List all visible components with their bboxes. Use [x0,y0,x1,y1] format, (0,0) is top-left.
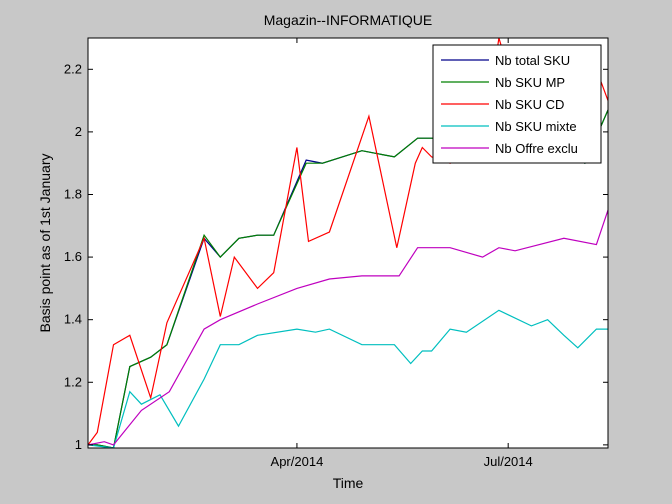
legend-label: Nb total SKU [495,53,570,68]
x-axis-title: Time [333,475,364,491]
y-tick-label: 1 [75,437,82,452]
legend-label: Nb SKU MP [495,75,565,90]
legend-label: Nb SKU mixte [495,119,577,134]
x-tick-label: Apr/2014 [271,454,324,469]
y-tick-label: 1.2 [64,374,82,389]
legend-label: Nb Offre exclu [495,141,578,156]
y-axis-title: Basis point as of 1st January [37,154,53,333]
legend: Nb total SKU Nb SKU MP Nb SKU CD Nb SKU mix… [432,44,602,164]
y-tick-label: 1.6 [64,249,82,264]
x-tick-label: Jul/2014 [484,454,533,469]
axes-frame [87,37,609,449]
y-tick-label: 2 [75,124,82,139]
ticks-layer: 1 1.2 1.4 1.6 1.8 2 2.2 Apr/2014 Jul/2014 [64,38,608,469]
series-line-5 [88,209,608,446]
y-tick-label: 1.8 [64,186,82,201]
legend-label: Nb SKU CD [495,97,564,112]
chart-title: Magazin--INFORMATIQUE [264,12,433,28]
y-tick-label: 2.2 [64,61,82,76]
y-tick-label: 1.4 [64,312,82,327]
series-line-4 [88,309,608,448]
